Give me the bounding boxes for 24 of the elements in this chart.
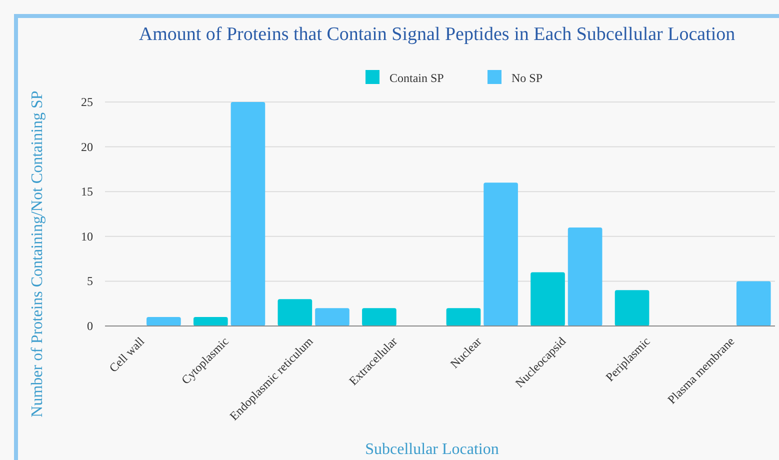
chart-title: Amount of Proteins that Contain Signal Peptides in Each Subcellular Location — [138, 24, 736, 45]
y-tick-label: 20 — [81, 140, 93, 154]
bar — [736, 281, 771, 326]
y-tick-label: 10 — [81, 229, 93, 244]
x-tick-label: Cell wall — [106, 334, 148, 375]
bar — [362, 308, 396, 326]
bar — [146, 317, 181, 326]
y-tick-label: 0 — [87, 319, 93, 333]
bar — [278, 299, 312, 326]
y-tick-label: 5 — [87, 274, 93, 288]
bar — [484, 182, 518, 326]
legend-label: Contain SP — [390, 71, 444, 85]
bar — [315, 308, 350, 326]
y-tick-label: 25 — [81, 95, 93, 109]
bar — [530, 272, 565, 326]
x-axis-title: Subcellular Location — [365, 441, 499, 458]
bar — [614, 290, 650, 326]
legend-label: No SP — [512, 71, 543, 85]
bar — [193, 317, 228, 326]
y-tick-label: 15 — [81, 184, 93, 199]
bar — [568, 227, 602, 326]
bar — [446, 308, 481, 326]
bar — [230, 102, 266, 326]
y-axis-title: Number of Proteins Containing/Not Containing SP — [29, 90, 46, 418]
